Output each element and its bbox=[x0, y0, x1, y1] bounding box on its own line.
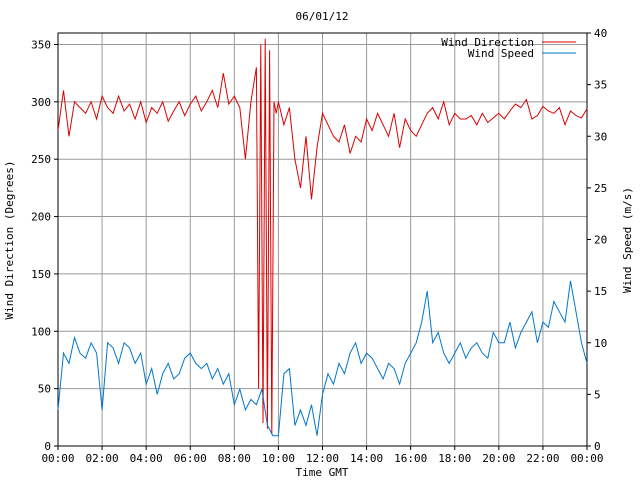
x-axis-label: Time GMT bbox=[296, 466, 349, 479]
right-tick-label: 20 bbox=[594, 234, 607, 247]
x-tick-label: 00:00 bbox=[41, 452, 74, 465]
x-tick-label: 14:00 bbox=[350, 452, 383, 465]
x-tick-label: 04:00 bbox=[130, 452, 163, 465]
x-axis-ticks: 00:00 02:00 04:00 06:00 08:00 10:00 12:00 14:00… bbox=[41, 446, 604, 465]
x-tick-label: 12:00 bbox=[306, 452, 339, 465]
series-layer bbox=[57, 38, 588, 437]
x-tick-label: 16:00 bbox=[394, 452, 427, 465]
right-tick-label: 40 bbox=[594, 27, 607, 40]
x-tick-label: 06:00 bbox=[174, 452, 207, 465]
left-tick-label: 300 bbox=[31, 96, 51, 109]
right-tick-label: 30 bbox=[594, 130, 607, 143]
left-axis-label: Wind Direction (Degrees) bbox=[3, 161, 16, 320]
x-tick-label: 20:00 bbox=[482, 452, 515, 465]
series-line-wind-direction bbox=[57, 38, 588, 435]
right-tick-label: 0 bbox=[594, 440, 601, 453]
x-tick-label: 10:00 bbox=[262, 452, 295, 465]
x-tick-label: 08:00 bbox=[218, 452, 251, 465]
right-tick-label: 35 bbox=[594, 79, 607, 92]
left-tick-label: 100 bbox=[31, 325, 51, 338]
x-tick-label: 18:00 bbox=[438, 452, 471, 465]
left-axis-ticks: 0 50 100 150 200 250 300 350 bbox=[31, 38, 58, 453]
legend: Wind Direction Wind Speed bbox=[441, 36, 576, 60]
right-axis-ticks: 0 5 10 15 20 25 30 35 40 bbox=[587, 27, 607, 453]
left-tick-label: 350 bbox=[31, 38, 51, 51]
x-tick-label: 22:00 bbox=[526, 452, 559, 465]
left-tick-label: 200 bbox=[31, 211, 51, 224]
x-tick-label: 00:00 bbox=[570, 452, 603, 465]
right-axis-label: Wind Speed (m/s) bbox=[621, 187, 634, 293]
left-tick-label: 50 bbox=[38, 383, 51, 396]
legend-label-wind-direction: Wind Direction bbox=[441, 36, 534, 49]
right-tick-label: 5 bbox=[594, 388, 601, 401]
right-tick-label: 15 bbox=[594, 285, 607, 298]
right-tick-label: 25 bbox=[594, 182, 607, 195]
right-tick-label: 10 bbox=[594, 337, 607, 350]
chart-title: 06/01/12 bbox=[296, 10, 349, 23]
left-tick-label: 250 bbox=[31, 153, 51, 166]
x-tick-label: 02:00 bbox=[86, 452, 119, 465]
grid-lines bbox=[58, 33, 587, 446]
left-tick-label: 0 bbox=[44, 440, 51, 453]
legend-label-wind-speed: Wind Speed bbox=[468, 47, 534, 60]
series-line-wind-speed bbox=[57, 280, 588, 437]
left-tick-label: 150 bbox=[31, 268, 51, 281]
